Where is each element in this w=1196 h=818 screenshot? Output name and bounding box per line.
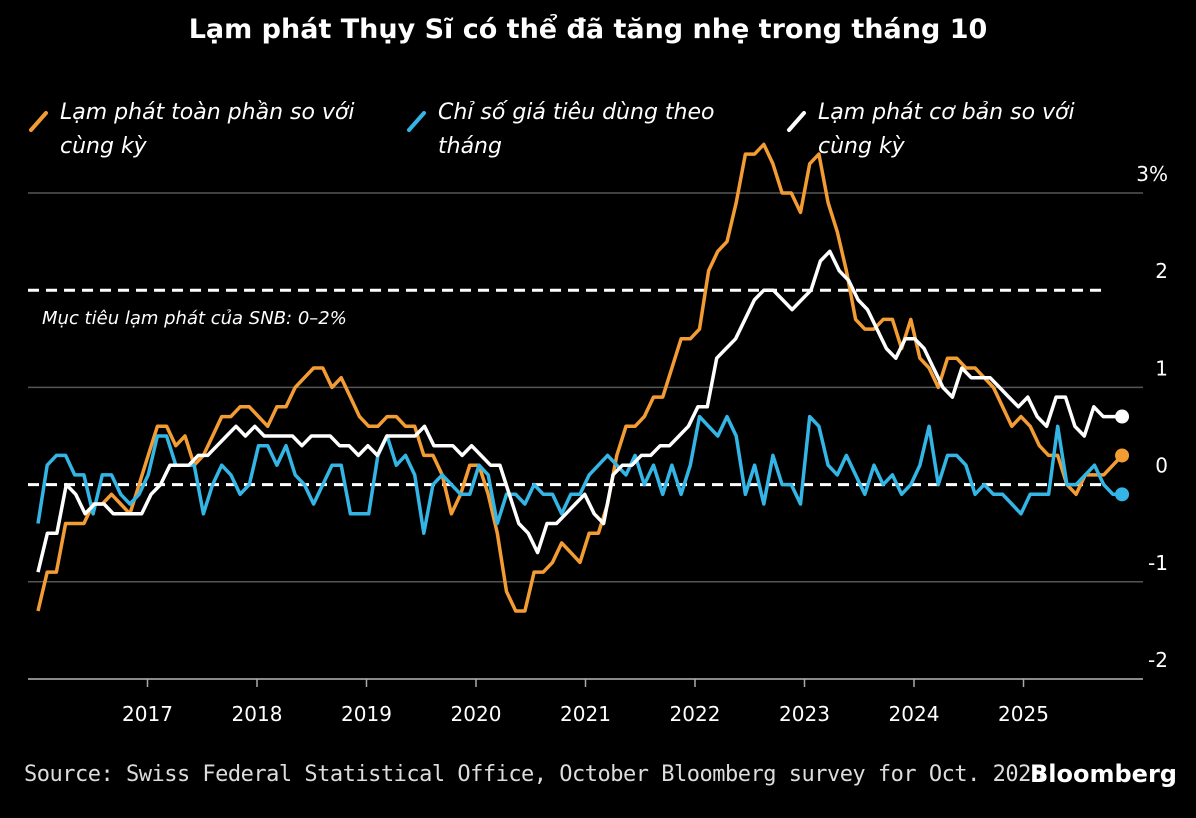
series-line-0 — [36, 142, 1124, 613]
x-tick-label: 2019 — [341, 702, 392, 726]
y-tick-label: 3% — [1136, 162, 1168, 186]
y-axis-labels: 3% 2 1 0 -1 -2 — [1136, 162, 1168, 672]
series-line-2 — [36, 249, 1123, 573]
series-lines — [36, 142, 1124, 613]
y-tick-label: 0 — [1155, 454, 1168, 478]
x-axis: 2017 2018 2019 2020 2021 2022 2023 2024 2025 — [28, 678, 1143, 726]
x-tick-label: 2022 — [670, 702, 721, 726]
legend-swatch-core — [787, 111, 806, 132]
x-tick-label: 2024 — [889, 702, 940, 726]
legend-label-headline: Lạm phát toàn phần so với cùng kỳ — [60, 100, 355, 159]
x-tick-label: 2025 — [998, 702, 1049, 726]
series-end-dots — [1115, 409, 1130, 502]
source-note: Source: Swiss Federal Statistical Office… — [24, 762, 1044, 787]
y-tick-label: 1 — [1155, 356, 1168, 380]
series-end-dot-2 — [1115, 409, 1130, 424]
x-tick-label: 2023 — [779, 702, 830, 726]
series-line-1 — [36, 414, 1123, 535]
x-tick-label: 2017 — [122, 702, 173, 726]
grid-lines — [28, 192, 1143, 680]
legend-swatch-monthly — [407, 111, 426, 132]
y-tick-label: 2 — [1155, 259, 1168, 283]
legend-label-core: Lạm phát cơ bản so với cùng kỳ — [818, 100, 1075, 159]
brand-logo: Bloomberg — [1030, 760, 1177, 788]
x-tick-label: 2021 — [560, 702, 611, 726]
legend-swatch-headline — [29, 111, 48, 132]
series-end-dot-1 — [1115, 487, 1130, 502]
y-tick-label: -2 — [1148, 648, 1168, 672]
y-tick-label: -1 — [1148, 551, 1168, 575]
target-annotation: Mục tiêu lạm phát của SNB: 0–2% — [42, 308, 347, 329]
legend-label-monthly: Chỉ số giá tiêu dùng theo tháng — [438, 100, 715, 159]
x-tick-label: 2018 — [232, 702, 283, 726]
x-tick-label: 2020 — [451, 702, 502, 726]
series-end-dot-0 — [1115, 448, 1130, 463]
chart-title: Lạm phát Thụy Sĩ có thể đã tăng nhẹ tron… — [188, 14, 988, 45]
